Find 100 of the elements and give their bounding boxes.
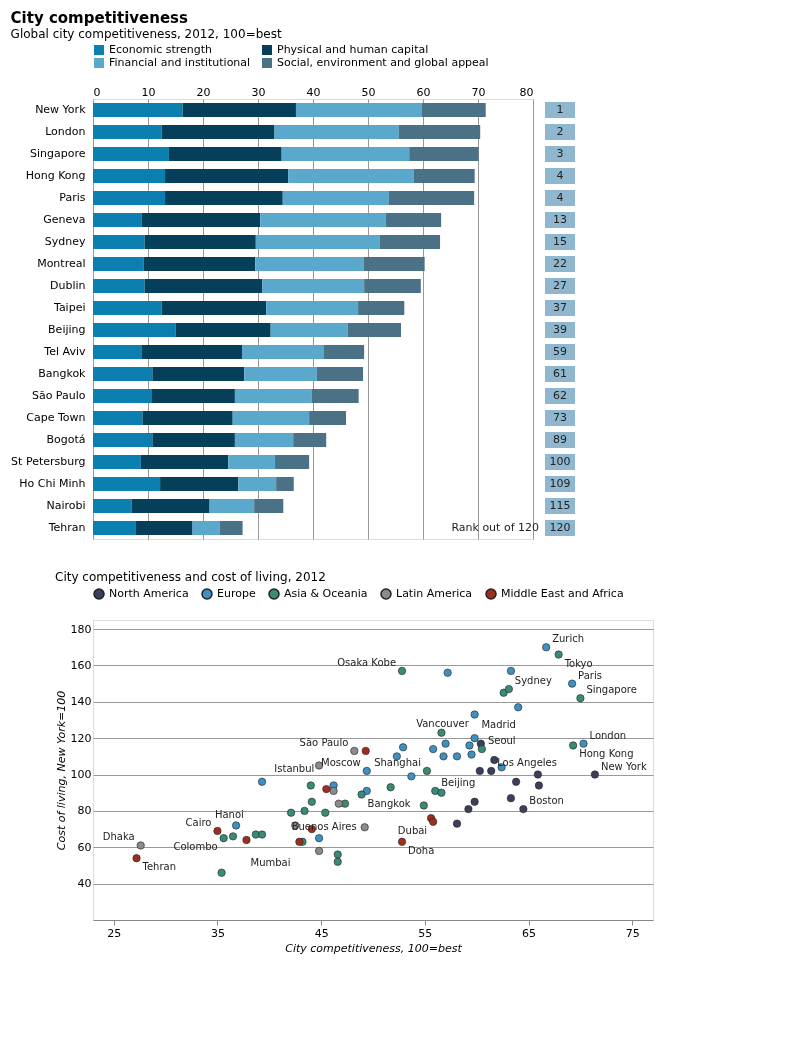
annotation: Zurich — [552, 633, 585, 645]
annotation: Moscow — [321, 756, 361, 768]
legend-label: Latin America — [396, 587, 473, 600]
text: 100 — [549, 455, 571, 468]
x-tick-label: 10 — [141, 85, 156, 99]
annotation: Tehran — [141, 861, 177, 873]
text: 13 — [553, 213, 567, 226]
legend-label: Economic strength — [109, 43, 213, 56]
y-tick-label: Bogotá — [46, 433, 86, 446]
y-tick-label: 80 — [77, 804, 92, 818]
y-tick-label: Taipei — [52, 301, 86, 314]
annotation: Seoul — [487, 735, 516, 747]
x-tick-label: 65 — [522, 926, 537, 940]
x-tick-label: 20 — [196, 85, 211, 99]
x-tick-label: 50 — [361, 85, 376, 99]
annotation: Colombo — [173, 841, 218, 853]
y-tick-label: 140 — [70, 695, 92, 709]
annotation: Shanghai — [374, 756, 421, 768]
text: 15 — [553, 235, 567, 248]
y-axis-title: Cost of living, New York=100 — [54, 690, 68, 851]
y-tick-label: 120 — [70, 731, 92, 745]
annotation: Paris — [578, 669, 602, 681]
x-tick-label: 45 — [314, 926, 329, 940]
annotation: New York — [600, 760, 647, 772]
y-tick-label: Paris — [59, 191, 86, 204]
legend-label: Social, environment and global appeal — [277, 56, 489, 69]
annotation: Rank out of 120 — [451, 521, 539, 534]
text: 1 — [556, 103, 564, 116]
y-tick-label: 160 — [70, 658, 92, 672]
annotation: Dhaka — [102, 831, 135, 843]
y-tick-label: New York — [35, 103, 87, 116]
y-tick-label: London — [45, 125, 86, 138]
y-tick-label: Tel Aviv — [43, 345, 86, 358]
annotation: Hong Kong — [579, 748, 634, 760]
annotation: Istanbul — [274, 763, 315, 775]
legend-label: Physical and human capital — [277, 43, 429, 56]
text: 4 — [556, 169, 564, 182]
x-tick-label: 70 — [471, 85, 486, 99]
y-tick-label: Cape Town — [26, 411, 86, 424]
annotation: Boston — [529, 795, 564, 807]
text: 115 — [549, 499, 571, 512]
text: 73 — [553, 411, 567, 424]
x-tick-label: 0 — [93, 85, 101, 99]
annotation: Singapore — [586, 684, 637, 696]
y-tick-label: 60 — [77, 840, 92, 854]
legend-label: North America — [109, 587, 189, 600]
x-tick-label: 75 — [625, 926, 640, 940]
x-tick-label: 80 — [519, 85, 534, 99]
text: 61 — [553, 367, 567, 380]
y-tick-label: St Petersburg — [11, 455, 86, 468]
annotation: Tokyo — [563, 657, 593, 669]
text: 39 — [553, 323, 567, 336]
y-tick-label: Montreal — [37, 257, 86, 270]
chart-title: City competitiveness and cost of living, 2012 — [55, 570, 326, 584]
annotation: Bangkok — [367, 797, 411, 809]
text: 89 — [553, 433, 567, 446]
annotation: Hanoi — [214, 808, 244, 820]
text: 120 — [549, 521, 571, 534]
x-tick-label: 30 — [251, 85, 266, 99]
legend-label: Middle East and Africa — [501, 587, 624, 600]
y-tick-label: Singapore — [30, 147, 86, 160]
annotation: São Paulo — [299, 736, 349, 748]
annotation: Dubai — [397, 824, 428, 836]
text: 4 — [556, 191, 564, 204]
text: 62 — [553, 389, 567, 402]
annotation: Sydney — [514, 675, 552, 687]
y-tick-label: Tehran — [47, 521, 86, 534]
annotation: Osaka Kobe — [337, 656, 397, 668]
y-tick-label: São Paulo — [31, 389, 86, 402]
x-tick-label: 60 — [416, 85, 431, 99]
chart-title: City competitiveness — [10, 9, 189, 27]
annotation: Vancouver — [416, 717, 470, 729]
y-tick-label: Sydney — [44, 235, 86, 248]
annotation: Madrid — [481, 719, 516, 731]
y-tick-label: Nairobi — [46, 499, 86, 512]
y-tick-label: Bangkok — [38, 367, 87, 380]
x-axis-title: City competitiveness, 100=best — [285, 941, 463, 955]
text: 59 — [553, 345, 567, 358]
y-tick-label: 40 — [77, 877, 92, 891]
annotation: Los Angeles — [497, 756, 557, 768]
y-tick-label: 180 — [70, 622, 92, 636]
legend-label: Europe — [217, 587, 256, 600]
text: 3 — [556, 147, 564, 160]
annotation: Beijing — [441, 776, 476, 788]
text: 27 — [553, 279, 567, 292]
annotation: Mumbai — [250, 856, 291, 868]
chart-subtitle: Global city competitiveness, 2012, 100=best — [10, 27, 282, 41]
annotation: Doha — [408, 844, 435, 856]
x-tick-label: 40 — [306, 85, 321, 99]
y-tick-label: Ho Chi Minh — [19, 477, 86, 490]
text: 2 — [556, 125, 564, 138]
annotation: London — [589, 729, 627, 741]
text: 22 — [553, 257, 567, 270]
legend-label: Asia & Oceania — [284, 587, 368, 600]
annotation: Cairo — [185, 816, 212, 828]
text: 37 — [553, 301, 567, 314]
y-tick-label: Geneva — [43, 213, 86, 226]
y-tick-label: Dublin — [49, 279, 86, 292]
legend-label: Financial and institutional — [109, 56, 251, 69]
y-tick-label: Beijing — [48, 323, 86, 336]
